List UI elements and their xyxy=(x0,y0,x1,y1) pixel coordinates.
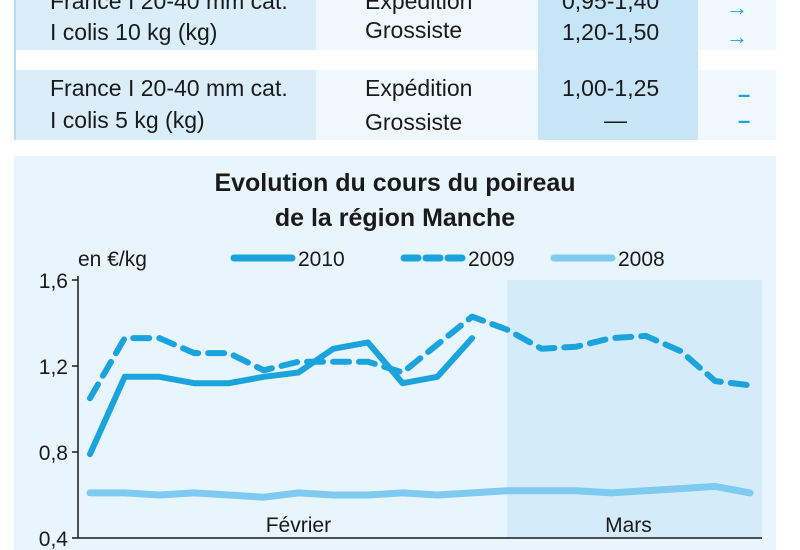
product-label: France I 20-40 mm cat. xyxy=(50,0,288,14)
march-shaded-area xyxy=(506,280,762,538)
price-table: France I 20-40 mm cat. I colis 10 kg (kg… xyxy=(14,0,776,140)
table-left-border xyxy=(14,0,16,140)
price-column-background xyxy=(538,0,698,140)
price-value: 1,00-1,25 xyxy=(562,75,660,101)
y-tick-label: 1,2 xyxy=(39,356,68,379)
series-line-2008 xyxy=(86,482,754,501)
legend-label-2009: 2009 xyxy=(468,248,515,271)
stage-column-background xyxy=(316,0,538,50)
stage-label: Expédition xyxy=(365,75,473,101)
chart-title: Evolution du cours du poireau xyxy=(214,169,575,197)
stage-column-background xyxy=(316,70,538,140)
y-tick-label: 1,6 xyxy=(39,270,68,293)
chart-subtitle: de la région Manche xyxy=(275,204,515,232)
line-chart: Evolution du cours du poireau de la régi… xyxy=(39,169,762,550)
trend-dash-icon: – xyxy=(738,82,751,107)
price-value: — xyxy=(604,107,627,133)
stage-label: Expédition xyxy=(365,0,473,14)
trend-arrow-icon: → xyxy=(726,24,748,49)
legend-label-2010: 2010 xyxy=(298,248,345,271)
price-value: 0,95-1,40 xyxy=(562,0,660,14)
trend-column-background xyxy=(698,70,776,140)
stage-label: Grossiste xyxy=(365,109,463,135)
product-label: France I 20-40 mm cat. xyxy=(50,75,288,101)
product-label: I colis 10 kg (kg) xyxy=(50,19,218,45)
y-tick-label: 0,8 xyxy=(39,442,68,465)
product-label: I colis 5 kg (kg) xyxy=(50,107,205,133)
stage-label: Grossiste xyxy=(365,17,463,43)
trend-arrow-icon: → xyxy=(726,0,748,20)
period-label-february: Février xyxy=(266,514,331,537)
price-value: 1,20-1,50 xyxy=(562,19,660,45)
trend-column-background xyxy=(698,0,776,50)
series-line-2009 xyxy=(87,313,753,402)
legend: 2010 2009 2008 xyxy=(230,248,665,271)
y-axis-label: en €/kg xyxy=(78,248,147,271)
trend-dash-icon: – xyxy=(738,108,751,133)
period-label-march: Mars xyxy=(605,514,652,537)
legend-label-2008: 2008 xyxy=(618,248,665,271)
price-evolution-chart: Evolution du cours du poireau de la régi… xyxy=(14,156,776,550)
series-line-2010 xyxy=(87,335,476,458)
y-tick-label: 0,4 xyxy=(39,528,69,550)
